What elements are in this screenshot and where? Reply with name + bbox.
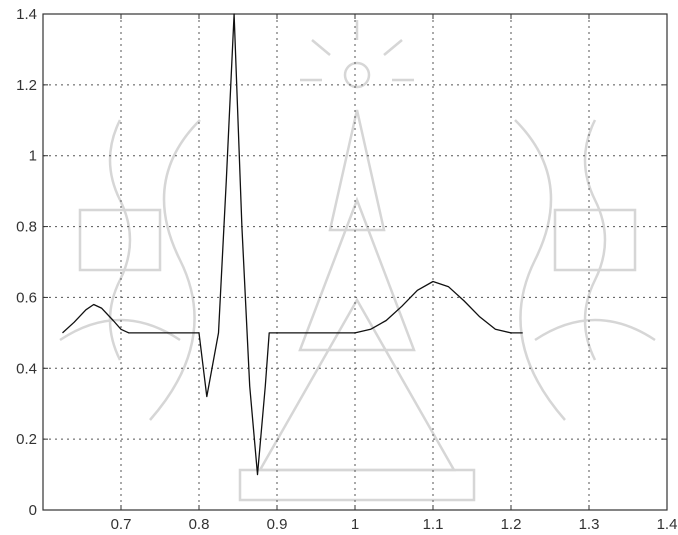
grid-lines: [43, 14, 667, 510]
y-tick-label: 1.2: [16, 77, 37, 94]
x-tick-label: 1.1: [423, 516, 444, 533]
x-tick-label: 1.4: [657, 516, 678, 533]
y-tick-label: 0: [29, 502, 37, 519]
x-tick-label: 1.3: [579, 516, 600, 533]
x-axis-tick-labels: 0.7 0.8 0.9 1 1.1 1.2 1.3 1.4: [111, 516, 678, 533]
x-tick-label: 1.2: [501, 516, 522, 533]
series-line: [62, 13, 523, 476]
series-lines: [62, 13, 523, 476]
y-tick-label: 0.6: [16, 289, 37, 306]
y-axis-tick-labels: 0 0.2 0.4 0.6 0.8 1 1.2 1.4: [16, 6, 37, 519]
x-tick-label: 1: [351, 516, 359, 533]
axis-ticks: [43, 13, 668, 511]
y-tick-label: 0.2: [16, 431, 37, 448]
x-tick-label: 0.9: [267, 516, 288, 533]
y-tick-label: 0.4: [16, 360, 37, 377]
y-tick-label: 1.4: [16, 6, 37, 23]
x-tick-label: 0.8: [189, 516, 210, 533]
x-tick-label: 0.7: [111, 516, 132, 533]
watermark-emblem: [59, 20, 656, 502]
y-tick-label: 1: [29, 148, 37, 165]
y-tick-label: 0.8: [16, 219, 37, 236]
